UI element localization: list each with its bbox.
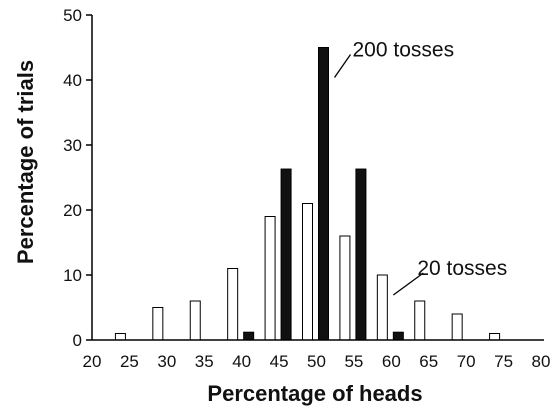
annotation-label: 20 tosses — [417, 257, 507, 280]
bars-layer — [114, 47, 501, 341]
x-tick-label: 45 — [270, 352, 289, 371]
bar — [376, 274, 388, 341]
bar — [243, 331, 255, 341]
y-axis-title: Percentage of trials — [13, 60, 38, 264]
annotation-label: 200 tosses — [353, 39, 455, 62]
x-tick-label: 80 — [532, 352, 551, 371]
x-tick-label: 30 — [157, 352, 176, 371]
x-axis-title: Percentage of heads — [207, 381, 422, 406]
bar — [152, 307, 164, 341]
x-tick-label: 70 — [457, 352, 476, 371]
bar — [264, 216, 276, 341]
y-tick-label: 10 — [63, 266, 82, 285]
x-tick-label: 40 — [232, 352, 251, 371]
bar — [339, 235, 351, 341]
axes-layer: 0 10 20 30 40 50 20 25 30 35 40 45 50 55 60 65 70 75 80 — [63, 6, 550, 371]
bar — [489, 333, 501, 341]
bar — [451, 313, 463, 341]
y-tick-label: 50 — [63, 6, 82, 25]
x-tick-label: 50 — [307, 352, 326, 371]
y-tick-label: 20 — [63, 201, 82, 220]
bar — [227, 268, 239, 341]
bar — [414, 300, 426, 341]
x-tick-label: 25 — [120, 352, 139, 371]
annotation-leader — [333, 54, 352, 78]
y-tick-label: 30 — [63, 136, 82, 155]
x-tick-label: 75 — [494, 352, 513, 371]
y-tick-label: 0 — [73, 331, 82, 350]
bar — [114, 333, 126, 341]
bar — [392, 331, 404, 341]
bar — [280, 168, 292, 341]
x-tick-label: 20 — [83, 352, 102, 371]
x-tick-label: 35 — [195, 352, 214, 371]
bar — [318, 47, 329, 341]
annotation-leader — [392, 272, 424, 296]
x-tick-label: 65 — [419, 352, 438, 371]
bar — [355, 168, 367, 341]
y-tick-label: 40 — [63, 71, 82, 90]
bar — [302, 203, 313, 341]
x-tick-label: 55 — [344, 352, 363, 371]
bar — [189, 300, 201, 341]
annotations-layer: 200 tosses 20 tosses — [333, 39, 507, 296]
x-tick-label: 60 — [382, 352, 401, 371]
